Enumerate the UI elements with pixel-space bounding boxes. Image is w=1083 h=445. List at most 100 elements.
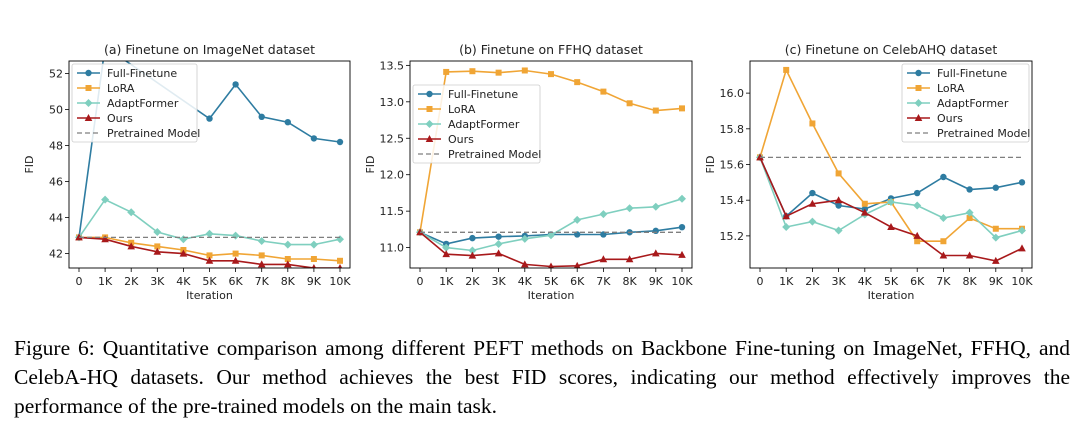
data-point-ours bbox=[311, 264, 317, 268]
data-point-lora bbox=[992, 225, 999, 232]
data-point-ours bbox=[913, 231, 921, 239]
data-point-adaptformer bbox=[309, 240, 318, 249]
y-tick-label: 13.0 bbox=[380, 96, 405, 109]
data-point-full-finetune bbox=[678, 223, 686, 231]
data-point-adaptformer bbox=[179, 235, 188, 244]
legend-label-pretrained-model: Pretrained Model bbox=[937, 127, 1030, 140]
y-tick-label: 13.5 bbox=[380, 59, 405, 72]
data-point-adaptformer bbox=[101, 195, 110, 204]
data-point-ours bbox=[468, 251, 477, 259]
series-line-ours bbox=[759, 157, 1023, 262]
plot-frame bbox=[749, 60, 1033, 269]
legend-label-ours: Ours bbox=[448, 133, 474, 146]
chart-title: (c) Finetune on CelebAHQ dataset bbox=[785, 42, 998, 57]
y-tick-label: 12.5 bbox=[380, 132, 405, 145]
charts-svg: (a) Finetune on ImageNet dataset 42 44 46 48… bbox=[23, 42, 1033, 302]
data-point-full-finetune bbox=[206, 115, 213, 122]
data-point-ours bbox=[231, 256, 240, 264]
x-tick-label: 1K bbox=[779, 275, 794, 288]
x-tick-label: 9K bbox=[649, 275, 664, 288]
data-point-adaptformer bbox=[520, 234, 529, 243]
series-line-full-finetune bbox=[759, 157, 1023, 218]
chart-title: (a) Finetune on ImageNet dataset bbox=[104, 42, 315, 57]
data-point-adaptformer bbox=[913, 201, 922, 210]
x-axis-label: Iteration bbox=[868, 289, 915, 302]
legend-label-full-finetune: Full-Finetune bbox=[107, 67, 177, 80]
x-axis-label: Iteration bbox=[186, 289, 233, 302]
data-point-ours bbox=[599, 255, 608, 263]
legend-marker-full-finetune bbox=[85, 69, 92, 77]
data-point-ours bbox=[521, 260, 529, 268]
data-point-lora bbox=[626, 100, 633, 107]
data-point-lora bbox=[521, 67, 528, 74]
data-point-adaptformer bbox=[808, 217, 817, 226]
x-tick-label: 3K bbox=[831, 275, 846, 288]
legend-marker-ours bbox=[425, 135, 434, 142]
figure-caption: Figure 6: Quantitative comparison among … bbox=[14, 336, 1070, 418]
data-point-adaptformer bbox=[678, 194, 686, 203]
data-point-ours bbox=[179, 249, 188, 257]
legend-label-adaptformer: AdaptFormer bbox=[448, 118, 520, 131]
data-point-ours bbox=[284, 260, 292, 268]
data-point-full-finetune bbox=[835, 202, 842, 209]
legend-label-ours: Ours bbox=[937, 112, 963, 125]
data-point-lora bbox=[258, 252, 265, 259]
legend-label-lora: LoRA bbox=[107, 82, 135, 95]
data-point-full-finetune bbox=[966, 186, 973, 193]
data-point-adaptformer bbox=[205, 229, 214, 238]
data-point-ours bbox=[573, 261, 581, 268]
plot-data bbox=[416, 67, 686, 268]
data-point-full-finetune bbox=[914, 189, 921, 197]
x-tick-label: 10K bbox=[671, 275, 693, 288]
data-point-ours bbox=[101, 235, 109, 243]
data-point-adaptformer bbox=[547, 231, 555, 240]
legend-marker-ours bbox=[84, 114, 93, 121]
x-tick-label: 0 bbox=[757, 275, 764, 288]
plot-frame bbox=[68, 60, 351, 269]
legend-marker-lora bbox=[85, 85, 92, 91]
data-point-lora bbox=[861, 200, 868, 207]
y-tick-label: 15.2 bbox=[720, 230, 745, 243]
legend-box bbox=[901, 63, 1030, 143]
data-point-ours bbox=[337, 264, 343, 268]
data-point-adaptformer bbox=[991, 233, 1000, 242]
data-point-lora bbox=[443, 68, 450, 75]
data-point-lora bbox=[914, 238, 921, 245]
data-point-full-finetune bbox=[992, 184, 999, 191]
data-point-lora bbox=[679, 105, 685, 112]
data-point-adaptformer bbox=[336, 235, 344, 244]
data-point-adaptformer bbox=[153, 228, 162, 236]
data-point-adaptformer bbox=[442, 243, 451, 252]
data-point-lora bbox=[206, 252, 213, 259]
x-tick-label: 5K bbox=[202, 275, 217, 288]
legend: Full-Finetune LoRA AdaptFormer Ours Pretrain… bbox=[71, 63, 200, 143]
y-tick-label: 48 bbox=[49, 140, 63, 153]
y-tick-label: 52 bbox=[49, 68, 63, 81]
data-point-adaptformer bbox=[494, 239, 503, 248]
x-tick-label: 8K bbox=[962, 275, 977, 288]
data-point-adaptformer bbox=[939, 214, 948, 223]
y-tick-label: 42 bbox=[49, 248, 63, 261]
legend-marker-ours bbox=[914, 114, 923, 121]
data-point-lora bbox=[652, 107, 659, 114]
data-point-ours bbox=[992, 256, 1000, 264]
data-point-lora bbox=[835, 170, 842, 177]
data-point-lora bbox=[600, 88, 607, 95]
data-point-ours bbox=[127, 242, 135, 250]
legend: Full-Finetune LoRA AdaptFormer Ours Pretrain… bbox=[412, 84, 541, 164]
data-point-ours bbox=[442, 250, 450, 258]
data-point-adaptformer bbox=[782, 222, 791, 231]
x-tick-label: 5K bbox=[884, 275, 899, 288]
y-tick-label: 15.4 bbox=[720, 194, 745, 207]
x-tick-label: 3K bbox=[150, 275, 165, 288]
data-point-adaptformer bbox=[651, 202, 660, 211]
legend-label-adaptformer: AdaptFormer bbox=[107, 97, 179, 110]
data-point-lora bbox=[783, 66, 790, 73]
legend-marker-adaptformer bbox=[914, 99, 923, 107]
data-point-adaptformer bbox=[257, 237, 266, 245]
x-tick-label: 5K bbox=[544, 275, 559, 288]
x-tick-label: 0 bbox=[76, 275, 83, 288]
plot-data bbox=[756, 66, 1026, 264]
data-point-adaptformer bbox=[965, 208, 974, 217]
data-point-lora bbox=[284, 256, 291, 262]
